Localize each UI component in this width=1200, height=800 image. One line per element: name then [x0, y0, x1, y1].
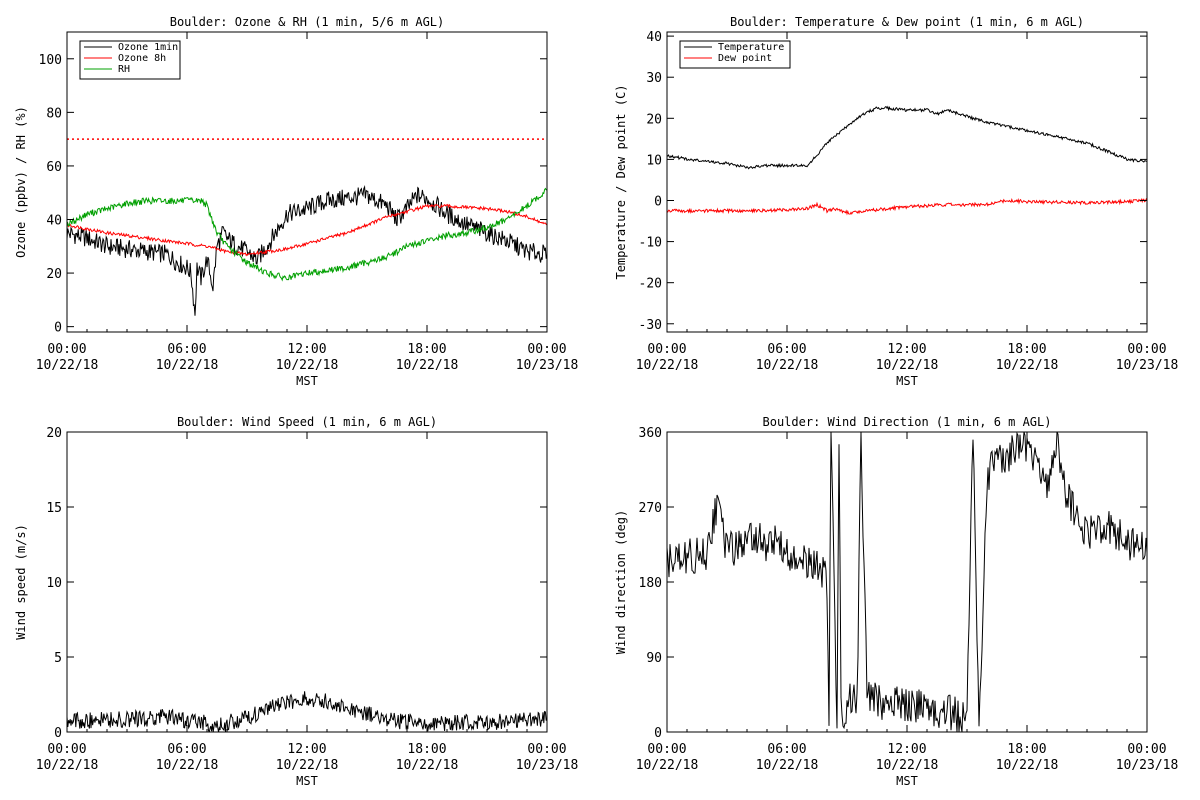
- series-line-2: [667, 197, 1147, 216]
- chart-panel-3: Boulder: Wind Speed (1 min, 6 m AGL) 0 5 10…: [14, 415, 578, 788]
- x-tick-label-date: 10/22/18: [996, 358, 1059, 373]
- x-tick-label-time: 00:00: [47, 342, 86, 357]
- y-tick-label: 40: [646, 30, 662, 45]
- y-tick-label: -10: [639, 236, 662, 251]
- x-tick-label-time: 06:00: [167, 342, 206, 357]
- x-tick-label-time: 18:00: [1007, 742, 1046, 757]
- chart-title: Boulder: Ozone & RH (1 min, 5/6 m AGL): [170, 15, 445, 29]
- y-tick-label: 80: [46, 106, 62, 121]
- x-tick-label-date: 10/22/18: [756, 758, 819, 773]
- y-tick-label: 10: [46, 576, 62, 591]
- chart-title: Boulder: Wind Direction (1 min, 6 m AGL): [763, 415, 1052, 429]
- x-tick-label-time: 12:00: [887, 342, 926, 357]
- x-tick-label-date: 10/22/18: [156, 758, 219, 773]
- y-tick-label: 30: [646, 71, 662, 86]
- chart-panel-1: Boulder: Ozone & RH (1 min, 5/6 m AGL) 0 2…: [14, 15, 578, 388]
- x-tick-label-date: 10/22/18: [636, 358, 699, 373]
- x-tick-label-date: 10/23/18: [516, 758, 579, 773]
- x-tick-label-time: 00:00: [647, 742, 686, 757]
- x-tick-label-date: 10/22/18: [876, 758, 939, 773]
- y-tick-label: 90: [646, 651, 662, 666]
- y-tick-label: 0: [654, 194, 662, 209]
- chart-title: Boulder: Wind Speed (1 min, 6 m AGL): [177, 415, 437, 429]
- x-tick-label-date: 10/22/18: [636, 758, 699, 773]
- y-tick-label: 180: [639, 576, 662, 591]
- plot-frame: [666, 431, 1148, 733]
- y-tick-label: 20: [646, 112, 662, 127]
- x-tick-label-time: 12:00: [287, 342, 326, 357]
- x-tick-label-time: 06:00: [767, 342, 806, 357]
- y-tick-label: 5: [54, 651, 62, 666]
- x-tick-label-time: 00:00: [1127, 342, 1166, 357]
- chart-panel-4: Boulder: Wind Direction (1 min, 6 m AGL)…: [614, 415, 1178, 788]
- y-tick-label: 10: [646, 153, 662, 168]
- x-tick-label-date: 10/22/18: [36, 358, 99, 373]
- legend-label: RH: [118, 64, 130, 75]
- x-tick-label-time: 18:00: [407, 342, 446, 357]
- x-tick-label-time: 12:00: [887, 742, 926, 757]
- x-axis-label: MST: [896, 774, 918, 788]
- y-tick-label: 60: [46, 160, 62, 175]
- x-tick-label-date: 10/22/18: [396, 358, 459, 373]
- x-tick-label-date: 10/23/18: [1116, 358, 1179, 373]
- series-line-2: [67, 203, 547, 257]
- x-tick-label-time: 18:00: [407, 742, 446, 757]
- x-tick-label-date: 10/23/18: [1116, 758, 1179, 773]
- series-line-1: [667, 105, 1147, 170]
- y-tick-label: -30: [639, 318, 662, 333]
- x-axis-label: MST: [896, 374, 918, 388]
- x-tick-label-date: 10/22/18: [36, 758, 99, 773]
- y-tick-label: 0: [654, 726, 662, 741]
- x-tick-label-date: 10/23/18: [516, 358, 579, 373]
- x-tick-label-time: 00:00: [647, 342, 686, 357]
- y-tick-label: 0: [54, 321, 62, 336]
- x-tick-label-time: 00:00: [47, 742, 86, 757]
- x-tick-label-time: 00:00: [1127, 742, 1166, 757]
- y-tick-label: 40: [46, 214, 62, 229]
- y-tick-label: 360: [639, 426, 662, 441]
- x-tick-label-date: 10/22/18: [876, 358, 939, 373]
- x-axis-label: MST: [296, 374, 318, 388]
- x-tick-label-time: 18:00: [1007, 342, 1046, 357]
- y-tick-label: 20: [46, 426, 62, 441]
- y-axis-label: Ozone (ppbv) / RH (%): [14, 106, 28, 258]
- x-tick-label-date: 10/22/18: [396, 758, 459, 773]
- x-tick-label-date: 10/22/18: [276, 358, 339, 373]
- y-tick-label: 0: [54, 726, 62, 741]
- y-tick-label: -20: [639, 277, 662, 292]
- legend-label: Dew point: [718, 53, 772, 64]
- series-line-1: [667, 432, 1147, 732]
- y-axis-label: Temperature / Dew point (C): [614, 84, 628, 279]
- chart-panel-2: Boulder: Temperature & Dew point (1 min,…: [614, 15, 1178, 388]
- y-tick-label: 20: [46, 267, 62, 282]
- y-tick-label: 15: [46, 501, 62, 516]
- x-tick-label-date: 10/22/18: [156, 358, 219, 373]
- x-tick-label-time: 06:00: [767, 742, 806, 757]
- legend-label: Ozone 1min: [118, 42, 178, 53]
- plot-frame: [66, 431, 548, 733]
- x-tick-label-time: 00:00: [527, 342, 566, 357]
- series-line-1: [67, 691, 547, 732]
- series-line-3: [67, 187, 547, 282]
- x-tick-label-date: 10/22/18: [996, 758, 1059, 773]
- plot-frame: [666, 31, 1148, 333]
- chart-title: Boulder: Temperature & Dew point (1 min,…: [730, 15, 1084, 29]
- y-axis-label: Wind speed (m/s): [14, 524, 28, 640]
- x-tick-label-time: 00:00: [527, 742, 566, 757]
- y-tick-label: 100: [39, 53, 62, 68]
- y-axis-label: Wind direction (deg): [614, 510, 628, 655]
- series-line-1: [67, 184, 547, 316]
- legend-box: [679, 40, 791, 69]
- x-axis-label: MST: [296, 774, 318, 788]
- x-tick-label-date: 10/22/18: [276, 758, 339, 773]
- y-tick-label: 270: [639, 501, 662, 516]
- legend-label: Temperature: [718, 42, 784, 53]
- x-tick-label-time: 06:00: [167, 742, 206, 757]
- legend-label: Ozone 8h: [118, 53, 166, 64]
- x-tick-label-time: 12:00: [287, 742, 326, 757]
- x-tick-label-date: 10/22/18: [756, 358, 819, 373]
